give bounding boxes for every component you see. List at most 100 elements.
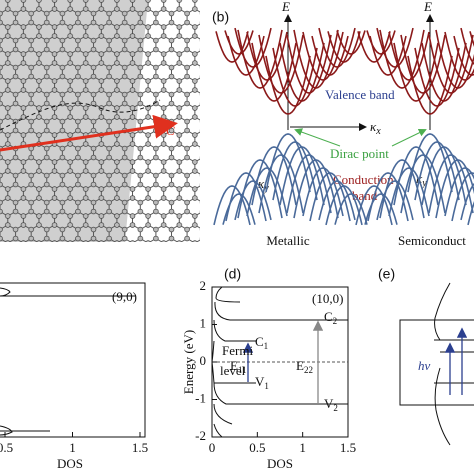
subscript: 2 — [333, 316, 338, 326]
vector-label: C — [166, 123, 175, 138]
y-tick-label: 1 — [200, 315, 207, 330]
axis-title: DOS — [57, 456, 83, 471]
y-tick-label: 2 — [200, 278, 207, 293]
conduction-parabola — [222, 193, 256, 225]
panel-a: C — [0, 0, 200, 242]
valence-parabola — [286, 34, 332, 94]
panel-label: (b) — [212, 9, 229, 25]
valence-parabola — [376, 27, 414, 68]
valence-parabola — [251, 42, 297, 102]
pointer — [294, 128, 341, 147]
symbol: κ — [258, 176, 265, 191]
conduction-parabola — [318, 180, 356, 221]
valence-parabola — [302, 31, 344, 81]
lattice — [0, 0, 200, 242]
valence-parabola — [227, 35, 265, 76]
valence-parabola — [246, 31, 288, 81]
pointer — [391, 129, 427, 147]
conduction-parabola — [213, 185, 251, 226]
valence-parabola — [460, 27, 474, 66]
conduction-parabola — [460, 182, 474, 221]
subscript: 1 — [264, 341, 269, 351]
x-tick-label: 1 — [69, 440, 76, 455]
conduction-parabola — [302, 167, 344, 217]
valence-parabola — [237, 29, 283, 89]
valence-parabola — [336, 30, 366, 55]
caption: Metallic — [266, 233, 310, 248]
axis-title: Energy (eV) — [181, 330, 196, 394]
level-label: V1 — [255, 374, 269, 391]
y-tick-label: -1 — [195, 390, 206, 405]
conduction-parabola — [444, 167, 474, 217]
valence-parabola — [428, 34, 474, 94]
subscript: 2 — [333, 403, 338, 413]
valence-parabola — [369, 35, 407, 76]
dos-curve — [0, 287, 135, 436]
symbol: E — [230, 358, 238, 373]
photon-label: hν — [418, 358, 431, 373]
tube-label: (9,0) — [112, 289, 137, 304]
dos-curve — [434, 282, 474, 446]
level-label: E11 — [230, 358, 247, 375]
annotation: Fermi — [222, 343, 253, 358]
valence-parabola — [224, 30, 254, 55]
axis-label: E — [423, 0, 432, 14]
valence-parabola — [366, 30, 396, 55]
conduction-parabola — [286, 154, 332, 214]
conduction-parabola — [414, 141, 460, 201]
conduction-parabola — [246, 167, 288, 217]
symbol: C — [324, 309, 333, 324]
symbol: V — [324, 396, 334, 411]
annotation: level — [220, 363, 246, 378]
level-label: C1 — [255, 334, 268, 351]
panel-e: (e) hν — [378, 266, 474, 446]
tube-label: (10,0) — [312, 291, 343, 306]
conduction-parabola — [225, 172, 267, 222]
valence-parabola — [318, 27, 356, 68]
conduction-parabola — [393, 146, 439, 206]
valence-parabola — [400, 34, 446, 94]
y-tick-label: 0 — [200, 353, 207, 368]
panel-label: (d) — [224, 266, 241, 282]
conduction-parabola — [379, 159, 425, 219]
conduction-parabola — [234, 180, 272, 221]
x-tick-label: 0 — [209, 440, 216, 455]
symbol: E — [296, 358, 304, 373]
conduction-parabola — [364, 193, 398, 225]
conduction-parabola — [251, 146, 297, 206]
chiral-vector — [0, 114, 178, 152]
subscript: 22 — [304, 365, 313, 375]
valence-parabola — [379, 29, 425, 89]
valence-parabola — [388, 31, 430, 81]
caption: Semiconduct — [398, 233, 466, 248]
conduction-parabola — [272, 141, 318, 201]
conduction-parabola — [258, 154, 304, 214]
subscript: x — [375, 126, 381, 137]
conduction-parabola — [428, 154, 474, 214]
conduction-parabola — [237, 159, 283, 219]
subscript: 11 — [238, 365, 247, 375]
plot-frame — [0, 282, 146, 438]
band-label: Valence band — [325, 87, 395, 102]
subscript: y — [421, 178, 427, 189]
axis-label: κx — [370, 119, 381, 137]
dirac-label: Dirac point — [330, 146, 389, 161]
axis-label: E — [281, 0, 290, 14]
conduction-parabola — [367, 172, 409, 222]
valence-parabola — [444, 31, 474, 81]
x-tick-label: 0.5 — [0, 440, 13, 455]
plot-frame — [399, 319, 474, 406]
x-tick-label: 0.5 — [249, 440, 265, 455]
valence-parabola — [215, 31, 249, 63]
level-label: E22 — [296, 358, 313, 375]
symbol: C — [255, 334, 264, 349]
level-label: C2 — [324, 309, 337, 326]
conduction-parabola — [334, 193, 368, 225]
conduction-parabola — [400, 154, 446, 214]
panel-label: (e) — [378, 266, 395, 282]
valence-parabola — [272, 47, 318, 107]
conduction-parabola — [388, 167, 430, 217]
y-tick-label: -2 — [195, 428, 206, 443]
x-tick-label: 1.5 — [132, 440, 148, 455]
